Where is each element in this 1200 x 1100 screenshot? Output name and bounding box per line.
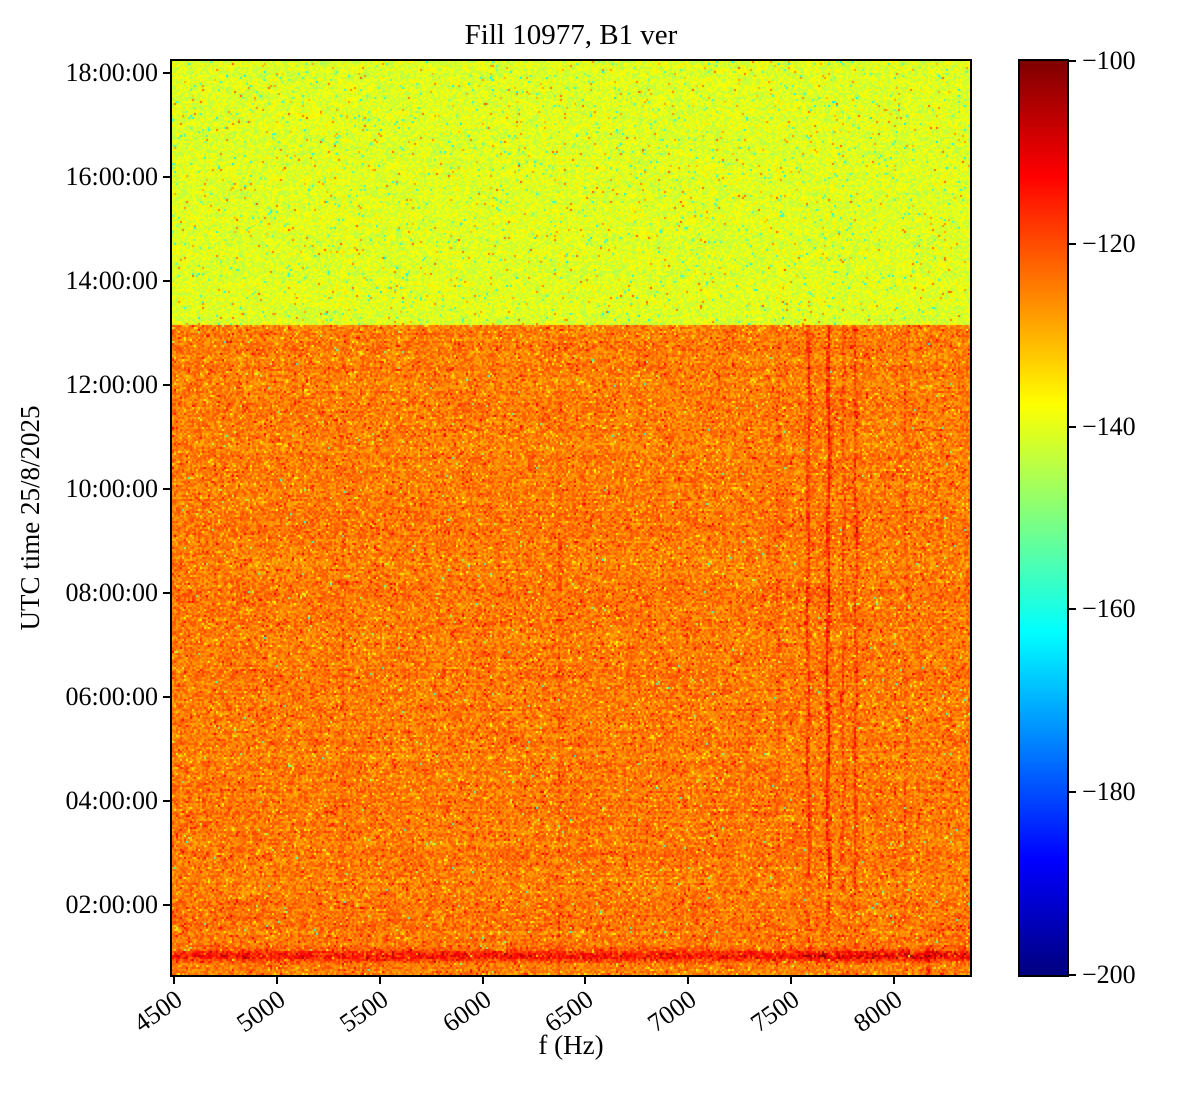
x-tick-mark (173, 977, 176, 984)
colorbar-tick-label: −200 (1082, 960, 1136, 989)
colorbar-tick-mark (1069, 242, 1076, 245)
y-tick-mark (163, 904, 170, 906)
y-tick-label: 12:00:00 (65, 369, 158, 399)
x-axis-label: f (Hz) (538, 1030, 604, 1060)
x-tick-label: 4500 (128, 984, 188, 1038)
y-tick-label: 08:00:00 (65, 577, 158, 607)
chart-title: Fill 10977, B1 ver (464, 19, 678, 51)
spectrogram-heatmap (172, 61, 970, 975)
y-tick-mark (163, 383, 170, 386)
colorbar-tick-mark (1069, 791, 1076, 794)
x-tick-mark (584, 977, 587, 984)
colorbar-tick-mark (1069, 974, 1076, 976)
y-tick-label: 02:00:00 (65, 890, 158, 919)
colorbar-tick-label: −140 (1082, 411, 1136, 441)
y-tick-mark (163, 175, 170, 178)
y-tick-mark (163, 695, 170, 698)
plot-area (170, 59, 972, 977)
x-tick-mark (892, 977, 895, 984)
y-tick-label: 18:00:00 (65, 57, 158, 87)
y-axis-label: UTC time 25/8/2025 (15, 405, 45, 631)
y-tick-label: 10:00:00 (65, 473, 158, 503)
y-tick-label: 04:00:00 (65, 785, 158, 815)
x-tick-mark (790, 977, 793, 984)
y-tick-mark (163, 279, 170, 282)
colorbar-tick-label: −160 (1082, 594, 1136, 624)
x-tick-mark (378, 977, 381, 984)
colorbar-tick-mark (1069, 425, 1076, 428)
x-tick-mark (687, 977, 690, 984)
y-tick-mark (163, 487, 170, 490)
y-tick-label: 14:00:00 (65, 265, 158, 295)
y-tick-mark (163, 71, 170, 74)
colorbar-tick-label: −120 (1082, 228, 1136, 258)
colorbar-tick-mark (1069, 60, 1076, 62)
y-tick-label: 06:00:00 (65, 681, 158, 711)
y-tick-mark (163, 799, 170, 802)
colorbar (1018, 59, 1069, 977)
colorbar-gradient (1020, 61, 1067, 975)
colorbar-tick-mark (1069, 608, 1076, 611)
y-tick-label: 16:00:00 (65, 161, 158, 191)
x-tick-mark (481, 977, 484, 984)
y-tick-mark (163, 591, 170, 594)
x-tick-mark (275, 977, 278, 984)
colorbar-tick-label: −100 (1082, 46, 1136, 75)
colorbar-tick-label: −180 (1082, 777, 1136, 807)
